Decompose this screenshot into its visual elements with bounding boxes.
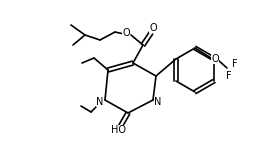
Text: O: O — [149, 23, 157, 33]
Text: N: N — [96, 97, 104, 107]
Text: F: F — [226, 71, 232, 81]
Text: O: O — [211, 54, 219, 64]
Text: O: O — [113, 127, 121, 137]
Text: O: O — [122, 28, 130, 38]
Text: F: F — [232, 59, 238, 69]
Text: N: N — [154, 97, 162, 107]
Text: HO: HO — [111, 125, 125, 135]
